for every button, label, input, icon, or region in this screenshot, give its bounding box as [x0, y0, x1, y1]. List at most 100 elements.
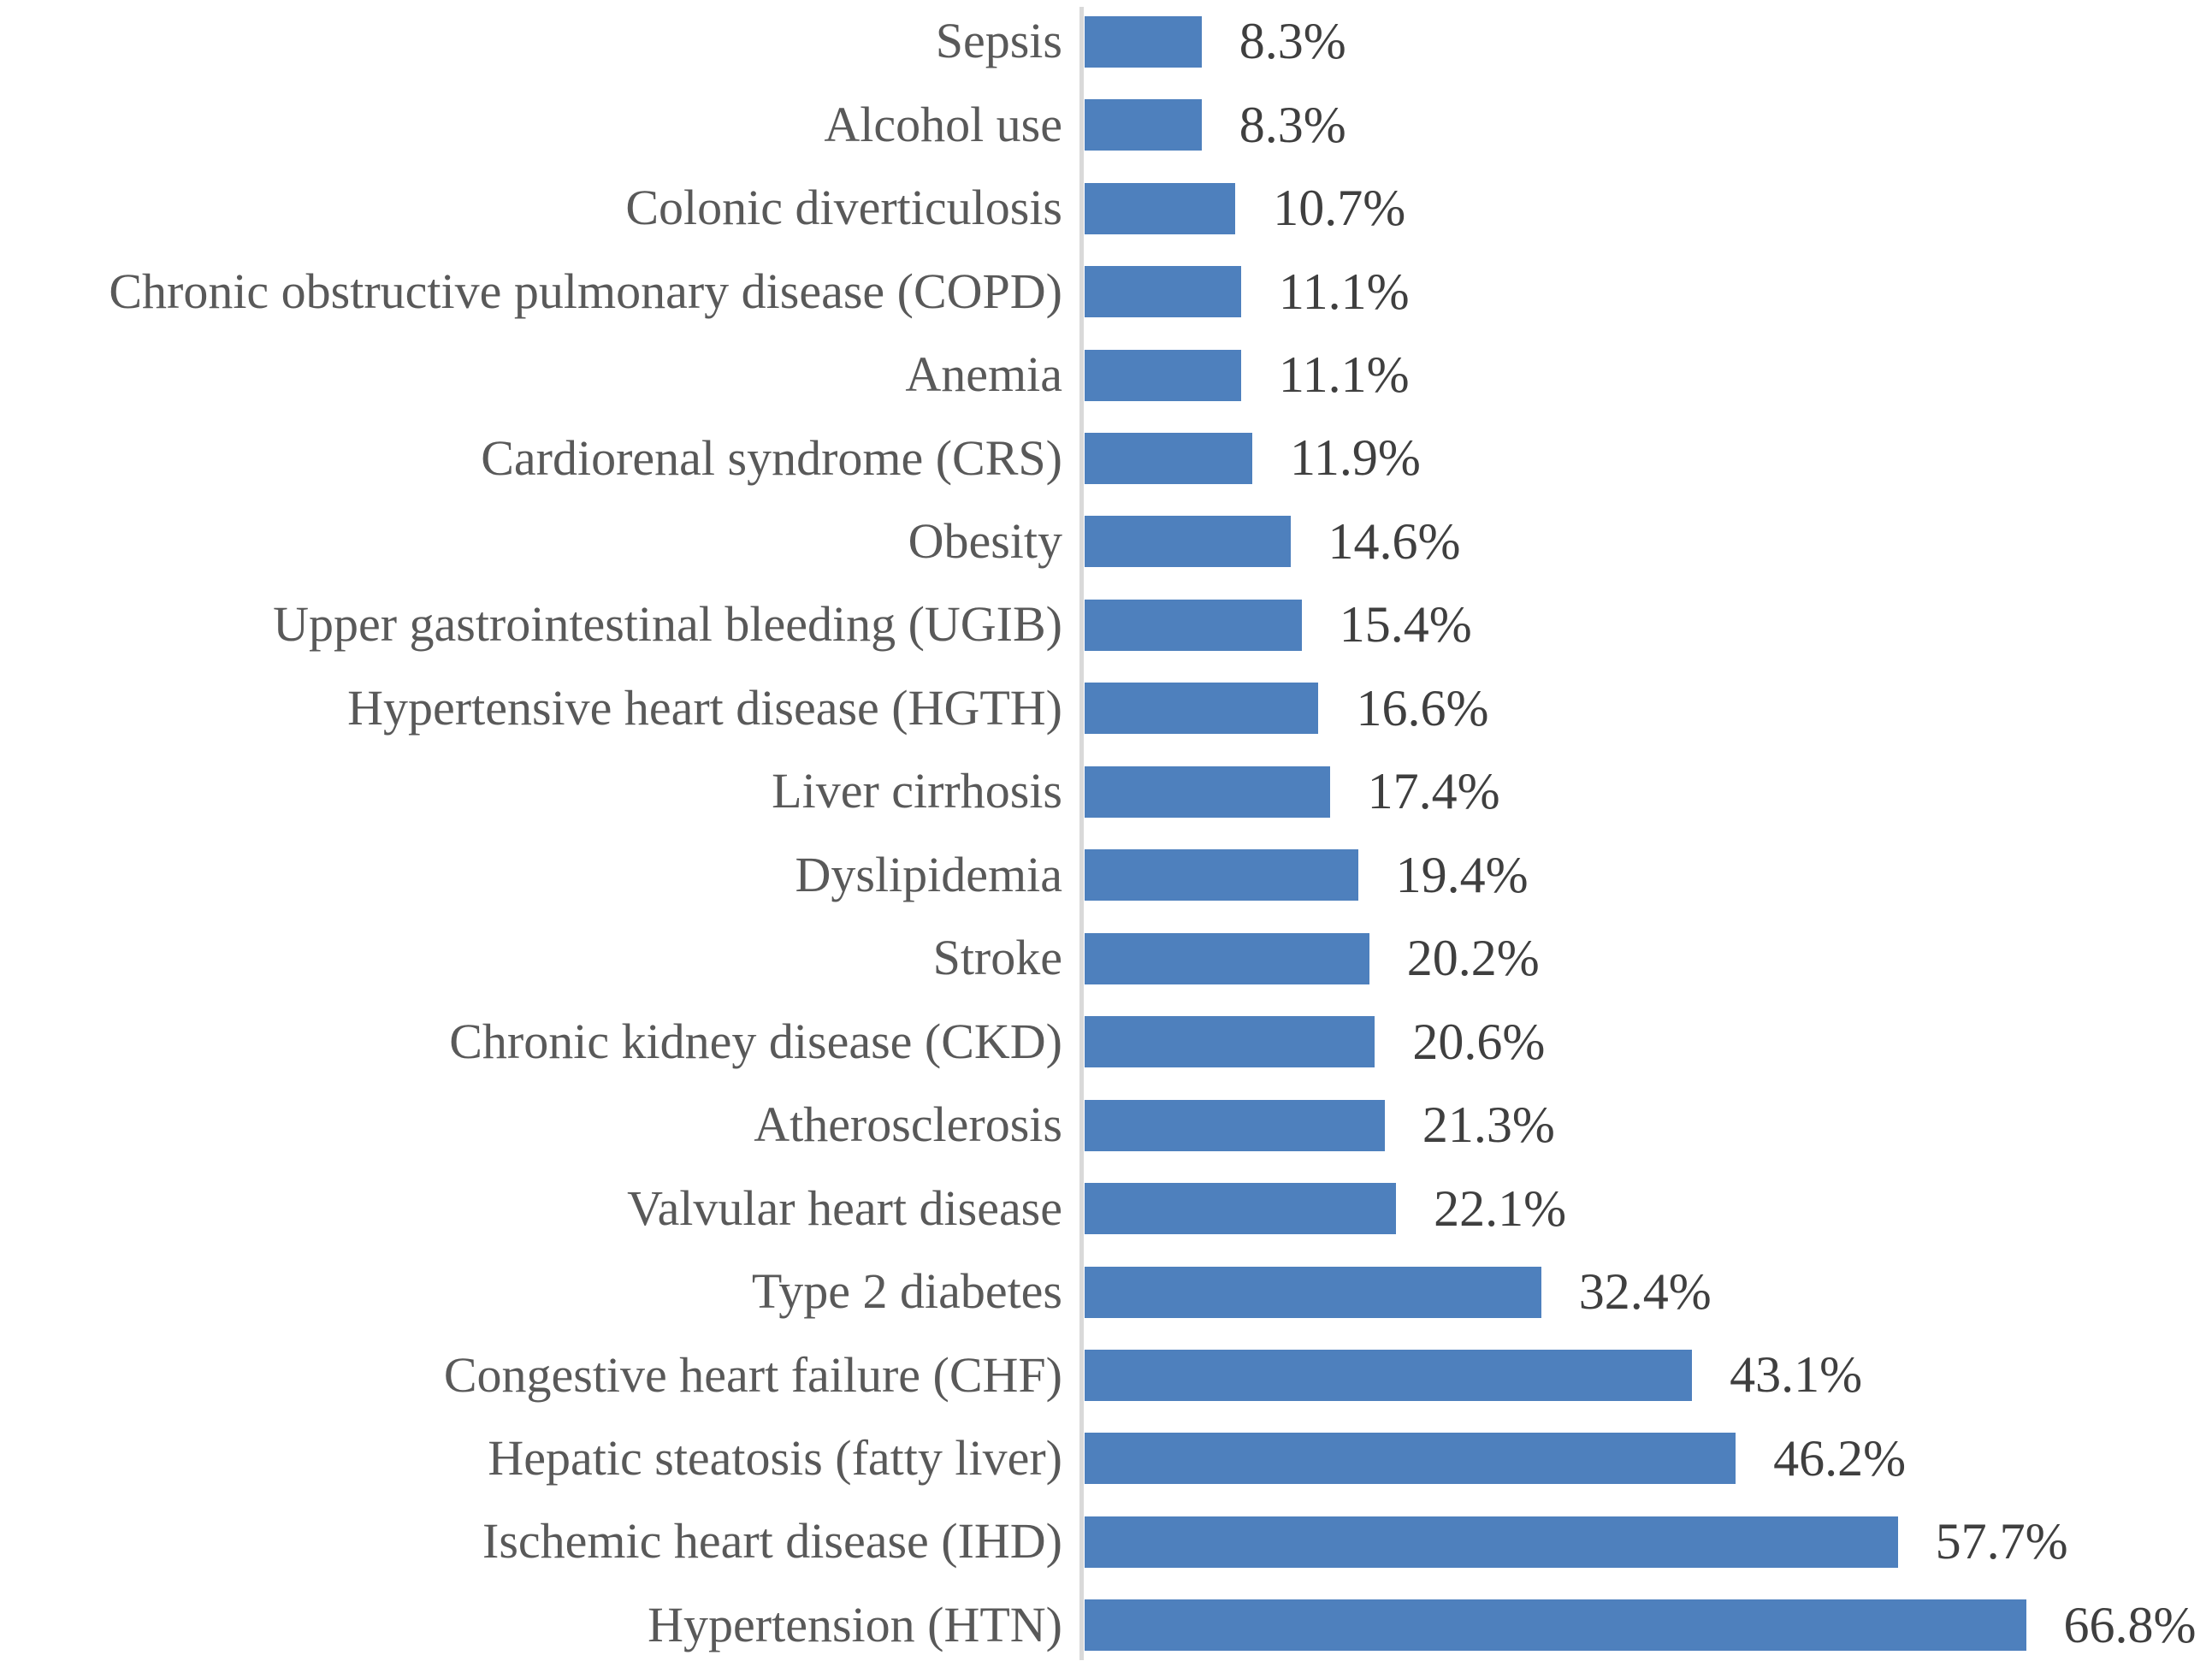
value-label: 11.1% — [1278, 346, 1410, 404]
category-label: Hypertension (HTN) — [648, 1596, 1062, 1652]
value-label: 46.2% — [1773, 1429, 1907, 1487]
chart-row: Obesity 14.6% — [0, 500, 2212, 583]
plot-area-row: 10.7% — [1085, 167, 2212, 250]
category-label: Congestive heart failure (CHF) — [443, 1346, 1062, 1403]
category-label: Valvular heart disease — [627, 1179, 1062, 1236]
category-label: Liver cirrhosis — [772, 763, 1062, 819]
chart-row: Hypertensive heart disease (HGTH) 16.6% — [0, 667, 2212, 750]
category-label: Hepatic steatosis (fatty liver) — [488, 1429, 1062, 1486]
category-axis-line — [1079, 7, 1084, 1660]
value-label: 17.4% — [1367, 763, 1500, 820]
plot-area-row: 20.6% — [1085, 1000, 2212, 1083]
plot-area-row: 32.4% — [1085, 1250, 2212, 1333]
value-label: 43.1% — [1730, 1346, 1863, 1404]
value-label: 8.3% — [1239, 13, 1346, 70]
category-label: Upper gastrointestinal bleeding (UGIB) — [273, 596, 1062, 653]
category-label: Type 2 diabetes — [751, 1263, 1062, 1320]
chart-row: Sepsis 8.3% — [0, 0, 2212, 83]
plot-area-row: 43.1% — [1085, 1333, 2212, 1416]
bar — [1085, 15, 1202, 68]
value-label: 22.1% — [1434, 1179, 1567, 1237]
bar — [1085, 432, 1253, 484]
category-label: Stroke — [932, 930, 1062, 986]
plot-area-row: 22.1% — [1085, 1167, 2212, 1250]
plot-area-row: 11.9% — [1085, 417, 2212, 500]
value-label: 11.9% — [1290, 429, 1421, 487]
category-label: Sepsis — [935, 13, 1062, 69]
plot-area-row: 21.3% — [1085, 1084, 2212, 1167]
bar — [1085, 1099, 1385, 1151]
chart-row: Alcohol use 8.3% — [0, 83, 2212, 166]
category-label: Obesity — [908, 513, 1062, 569]
chart-row: Stroke 20.2% — [0, 917, 2212, 1000]
plot-area-row: 15.4% — [1085, 583, 2212, 666]
bar — [1085, 1266, 1541, 1318]
chart-row: Chronic kidney disease (CKD) 20.6% — [0, 1000, 2212, 1083]
bar — [1085, 99, 1202, 151]
bar — [1085, 766, 1330, 818]
plot-area-row: 19.4% — [1085, 834, 2212, 917]
plot-area-row: 66.8% — [1085, 1584, 2212, 1667]
category-label: Dyslipidemia — [795, 846, 1062, 902]
value-label: 10.7% — [1273, 180, 1406, 237]
bar — [1085, 932, 1369, 984]
bar — [1085, 1433, 1736, 1485]
chart-row: Dyslipidemia 19.4% — [0, 834, 2212, 917]
plot-area-row: 8.3% — [1085, 0, 2212, 83]
bar — [1085, 1516, 1898, 1568]
plot-area-row: 17.4% — [1085, 750, 2212, 833]
category-label: Ischemic heart disease (IHD) — [482, 1513, 1062, 1569]
value-label: 19.4% — [1395, 846, 1529, 903]
category-label: Colonic diverticulosis — [625, 180, 1062, 236]
category-label: Cardiorenal syndrome (CRS) — [481, 429, 1062, 486]
category-label: Alcohol use — [824, 96, 1062, 152]
value-label: 14.6% — [1328, 512, 1461, 570]
bar — [1085, 599, 1302, 651]
category-label: Hypertensive heart disease (HGTH) — [347, 679, 1062, 736]
category-label: Atherosclerosis — [754, 1097, 1062, 1153]
chart-row: Atherosclerosis 21.3% — [0, 1084, 2212, 1167]
plot-area-row: 8.3% — [1085, 83, 2212, 166]
chart-row: Hepatic steatosis (fatty liver) 46.2% — [0, 1417, 2212, 1500]
value-label: 20.6% — [1412, 1013, 1546, 1070]
chart-row: Cardiorenal syndrome (CRS) 11.9% — [0, 417, 2212, 500]
bar — [1085, 182, 1236, 234]
chart-row: Liver cirrhosis 17.4% — [0, 750, 2212, 833]
chart-row: Hypertension (HTN) 66.8% — [0, 1584, 2212, 1667]
value-label: 32.4% — [1578, 1263, 1712, 1321]
category-label: Anemia — [905, 346, 1062, 403]
chart-row: Type 2 diabetes 32.4% — [0, 1250, 2212, 1333]
value-label: 21.3% — [1422, 1097, 1555, 1154]
chart-row: Valvular heart disease 22.1% — [0, 1167, 2212, 1250]
bar — [1085, 1183, 1397, 1235]
chart-row: Ischemic heart disease (IHD) 57.7% — [0, 1500, 2212, 1583]
chart-row: Upper gastrointestinal bleeding (UGIB) 15… — [0, 583, 2212, 666]
plot-area-row: 20.2% — [1085, 917, 2212, 1000]
value-label: 15.4% — [1339, 596, 1472, 653]
bar — [1085, 266, 1241, 318]
bar — [1085, 683, 1319, 735]
bar — [1085, 1016, 1375, 1068]
bar — [1085, 849, 1358, 901]
category-label: Chronic obstructive pulmonary disease (C… — [109, 263, 1062, 319]
value-label: 20.2% — [1406, 930, 1540, 987]
bar — [1085, 1349, 1693, 1401]
category-label: Chronic kidney disease (CKD) — [449, 1013, 1062, 1069]
bar — [1085, 349, 1241, 401]
plot-area-row: 16.6% — [1085, 667, 2212, 750]
value-label: 8.3% — [1239, 96, 1346, 153]
chart-row: Congestive heart failure (CHF) 43.1% — [0, 1333, 2212, 1416]
value-label: 11.1% — [1278, 263, 1410, 320]
value-label: 66.8% — [2063, 1596, 2197, 1653]
plot-area-row: 46.2% — [1085, 1417, 2212, 1500]
plot-area-row: 57.7% — [1085, 1500, 2212, 1583]
chart-row: Chronic obstructive pulmonary disease (C… — [0, 250, 2212, 333]
plot-area-row: 11.1% — [1085, 334, 2212, 417]
chart-row: Colonic diverticulosis 10.7% — [0, 167, 2212, 250]
bar — [1085, 516, 1291, 568]
chart-row: Anemia 11.1% — [0, 334, 2212, 417]
bar — [1085, 1599, 2026, 1652]
value-label: 16.6% — [1356, 679, 1489, 736]
